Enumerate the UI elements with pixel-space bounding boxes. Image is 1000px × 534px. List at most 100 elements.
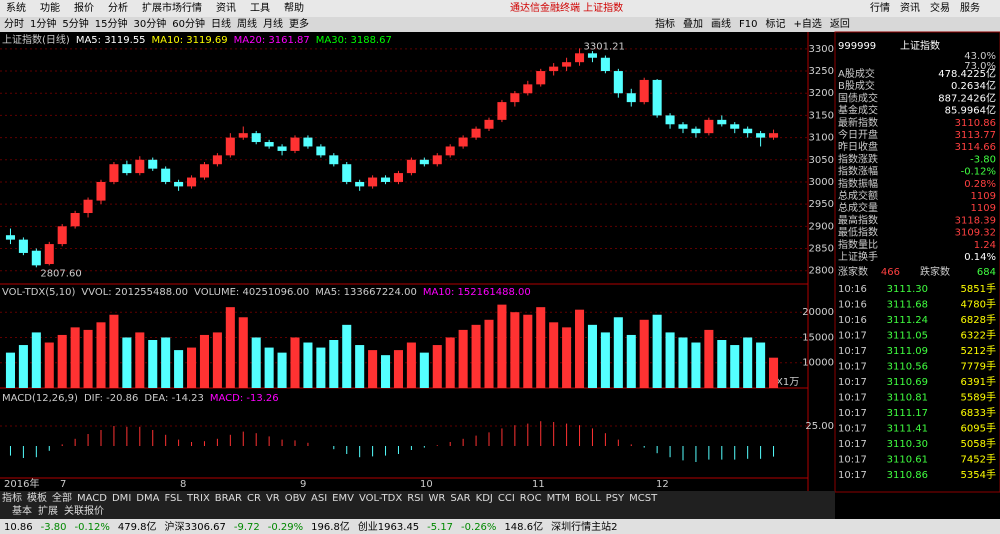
tick-time: 10:17 xyxy=(838,470,867,481)
indicator-tab[interactable]: VR xyxy=(266,493,280,504)
indicator-tab[interactable]: VOL-TDX xyxy=(359,493,402,504)
menu-item[interactable]: 资讯 xyxy=(216,2,236,14)
candle-body xyxy=(497,102,507,120)
indicator-tab[interactable]: ROC xyxy=(520,493,542,504)
tool-button[interactable]: 指标 xyxy=(655,17,675,30)
tool-button[interactable]: 标记 xyxy=(765,18,785,30)
indicator-tab[interactable]: KDJ xyxy=(476,493,493,504)
volume-bar xyxy=(5,352,15,388)
indicator-tab[interactable]: MCST xyxy=(629,493,658,504)
indicator-tab[interactable]: ASI xyxy=(311,493,327,504)
y-tick-label: 2800 xyxy=(809,266,834,277)
tool-button[interactable]: 返回 xyxy=(830,18,850,30)
indicator-tab[interactable]: 模板 xyxy=(27,491,47,504)
indicator-tab[interactable]: MACD xyxy=(77,493,107,504)
candle-body xyxy=(730,124,740,129)
indicator-tab[interactable]: SAR xyxy=(450,493,470,504)
period-tab[interactable]: 更多 xyxy=(289,17,309,30)
top-button[interactable]: 资讯 xyxy=(900,2,920,14)
candle-body xyxy=(187,177,197,187)
quote-value: 0.2634亿 xyxy=(951,79,996,92)
tool-button[interactable]: 叠加 xyxy=(683,18,703,30)
sub-tab[interactable]: 基本 xyxy=(12,504,32,517)
menu-item[interactable]: 报价 xyxy=(74,1,94,14)
candle-body xyxy=(264,142,274,147)
menu-item[interactable]: 扩展市场行情 xyxy=(142,1,202,14)
candle-body xyxy=(5,235,15,240)
period-tab[interactable]: 分时 xyxy=(4,18,24,30)
menu-item[interactable]: 功能 xyxy=(40,1,60,14)
volume-bar xyxy=(600,332,610,388)
period-tab[interactable]: 日线 xyxy=(211,17,231,30)
volume-bar xyxy=(238,317,248,388)
volume-bar xyxy=(264,347,274,388)
indicator-legend: VOLUME: 40251096.00 xyxy=(194,287,309,298)
candle-body xyxy=(665,115,675,125)
period-tab[interactable]: 1分钟 xyxy=(30,17,56,30)
tool-button[interactable]: 画线 xyxy=(711,17,731,30)
indicator-tab[interactable]: 指标 xyxy=(2,491,22,504)
volume-bar xyxy=(756,342,766,388)
quote-value: 478.4225亿 xyxy=(938,67,996,80)
candle-body xyxy=(471,128,481,138)
indicator-tab[interactable]: BRAR xyxy=(215,493,242,504)
menu-item[interactable]: 工具 xyxy=(250,2,270,14)
indicator-tab[interactable]: RSI xyxy=(407,493,423,504)
sub-tab[interactable]: 扩展 xyxy=(38,504,58,517)
indicator-tab[interactable]: TRIX xyxy=(186,493,210,504)
indicator-legend: MA5: 3119.55 xyxy=(76,35,146,46)
top-button[interactable]: 交易 xyxy=(930,1,950,14)
up-count: 466 xyxy=(881,267,900,278)
menu-item[interactable]: 分析 xyxy=(108,1,128,14)
indicator-tab[interactable]: BOLL xyxy=(575,493,601,504)
tool-button[interactable]: +自选 xyxy=(793,17,821,30)
indicator-legend: MA10: 3119.69 xyxy=(152,35,228,46)
status-item: 479.8亿 xyxy=(118,520,157,533)
tool-button[interactable]: F10 xyxy=(739,19,757,30)
indicator-bar xyxy=(0,491,835,519)
chart-area xyxy=(0,32,835,492)
status-item: -9.72 xyxy=(234,522,260,533)
status-item: -3.80 xyxy=(41,522,67,533)
indicator-tab[interactable]: CCI xyxy=(498,493,515,504)
period-tab[interactable]: 30分钟 xyxy=(133,17,166,30)
candle-body xyxy=(238,133,248,138)
indicator-tab[interactable]: PSY xyxy=(606,493,625,504)
sub-tab[interactable]: 关联报价 xyxy=(64,504,104,517)
date-label: 12 xyxy=(656,479,669,490)
quote-value: 1109 xyxy=(971,203,996,214)
indicator-tab[interactable]: CR xyxy=(247,493,261,504)
menu-item[interactable]: 帮助 xyxy=(284,1,304,14)
period-tab[interactable]: 60分钟 xyxy=(172,17,205,30)
quote-label: 总成交额 xyxy=(838,189,878,202)
menu-item[interactable]: 系统 xyxy=(6,1,26,14)
tick-time: 10:17 xyxy=(838,455,867,466)
indicator-tab[interactable]: FSL xyxy=(164,493,182,504)
indicator-tab[interactable]: 全部 xyxy=(52,491,72,504)
indicator-tab[interactable]: DMA xyxy=(136,493,159,504)
top-button[interactable]: 行情 xyxy=(870,1,890,14)
tick-volume: 6322手 xyxy=(961,329,996,342)
indicator-tab[interactable]: MTM xyxy=(547,493,570,504)
tick-volume: 6833手 xyxy=(961,406,996,419)
quote-value: 0.14% xyxy=(964,252,996,263)
indicator-tab[interactable]: WR xyxy=(428,493,445,504)
volume-bar xyxy=(575,309,585,388)
period-tab[interactable]: 15分钟 xyxy=(95,17,128,30)
period-tab[interactable]: 5分钟 xyxy=(62,17,88,30)
volume-bar xyxy=(484,319,494,388)
indicator-tab[interactable]: OBV xyxy=(285,493,306,504)
status-item: 沪深3306.67 xyxy=(165,520,226,533)
top-button[interactable]: 服务 xyxy=(960,1,980,14)
period-tab[interactable]: 月线 xyxy=(263,17,283,30)
quote-label: 指数振幅 xyxy=(838,177,878,190)
quote-name: 上证指数 xyxy=(900,39,940,52)
indicator-tab[interactable]: DMI xyxy=(112,493,131,504)
indicator-legend: MA20: 3161.87 xyxy=(234,35,310,46)
indicator-tab[interactable]: EMV xyxy=(332,493,354,504)
volume-bar xyxy=(342,324,352,388)
period-tab[interactable]: 周线 xyxy=(237,17,257,30)
volume-bar xyxy=(199,334,209,388)
y-tick-label: 3250 xyxy=(809,66,834,77)
volume-bar xyxy=(251,337,261,388)
